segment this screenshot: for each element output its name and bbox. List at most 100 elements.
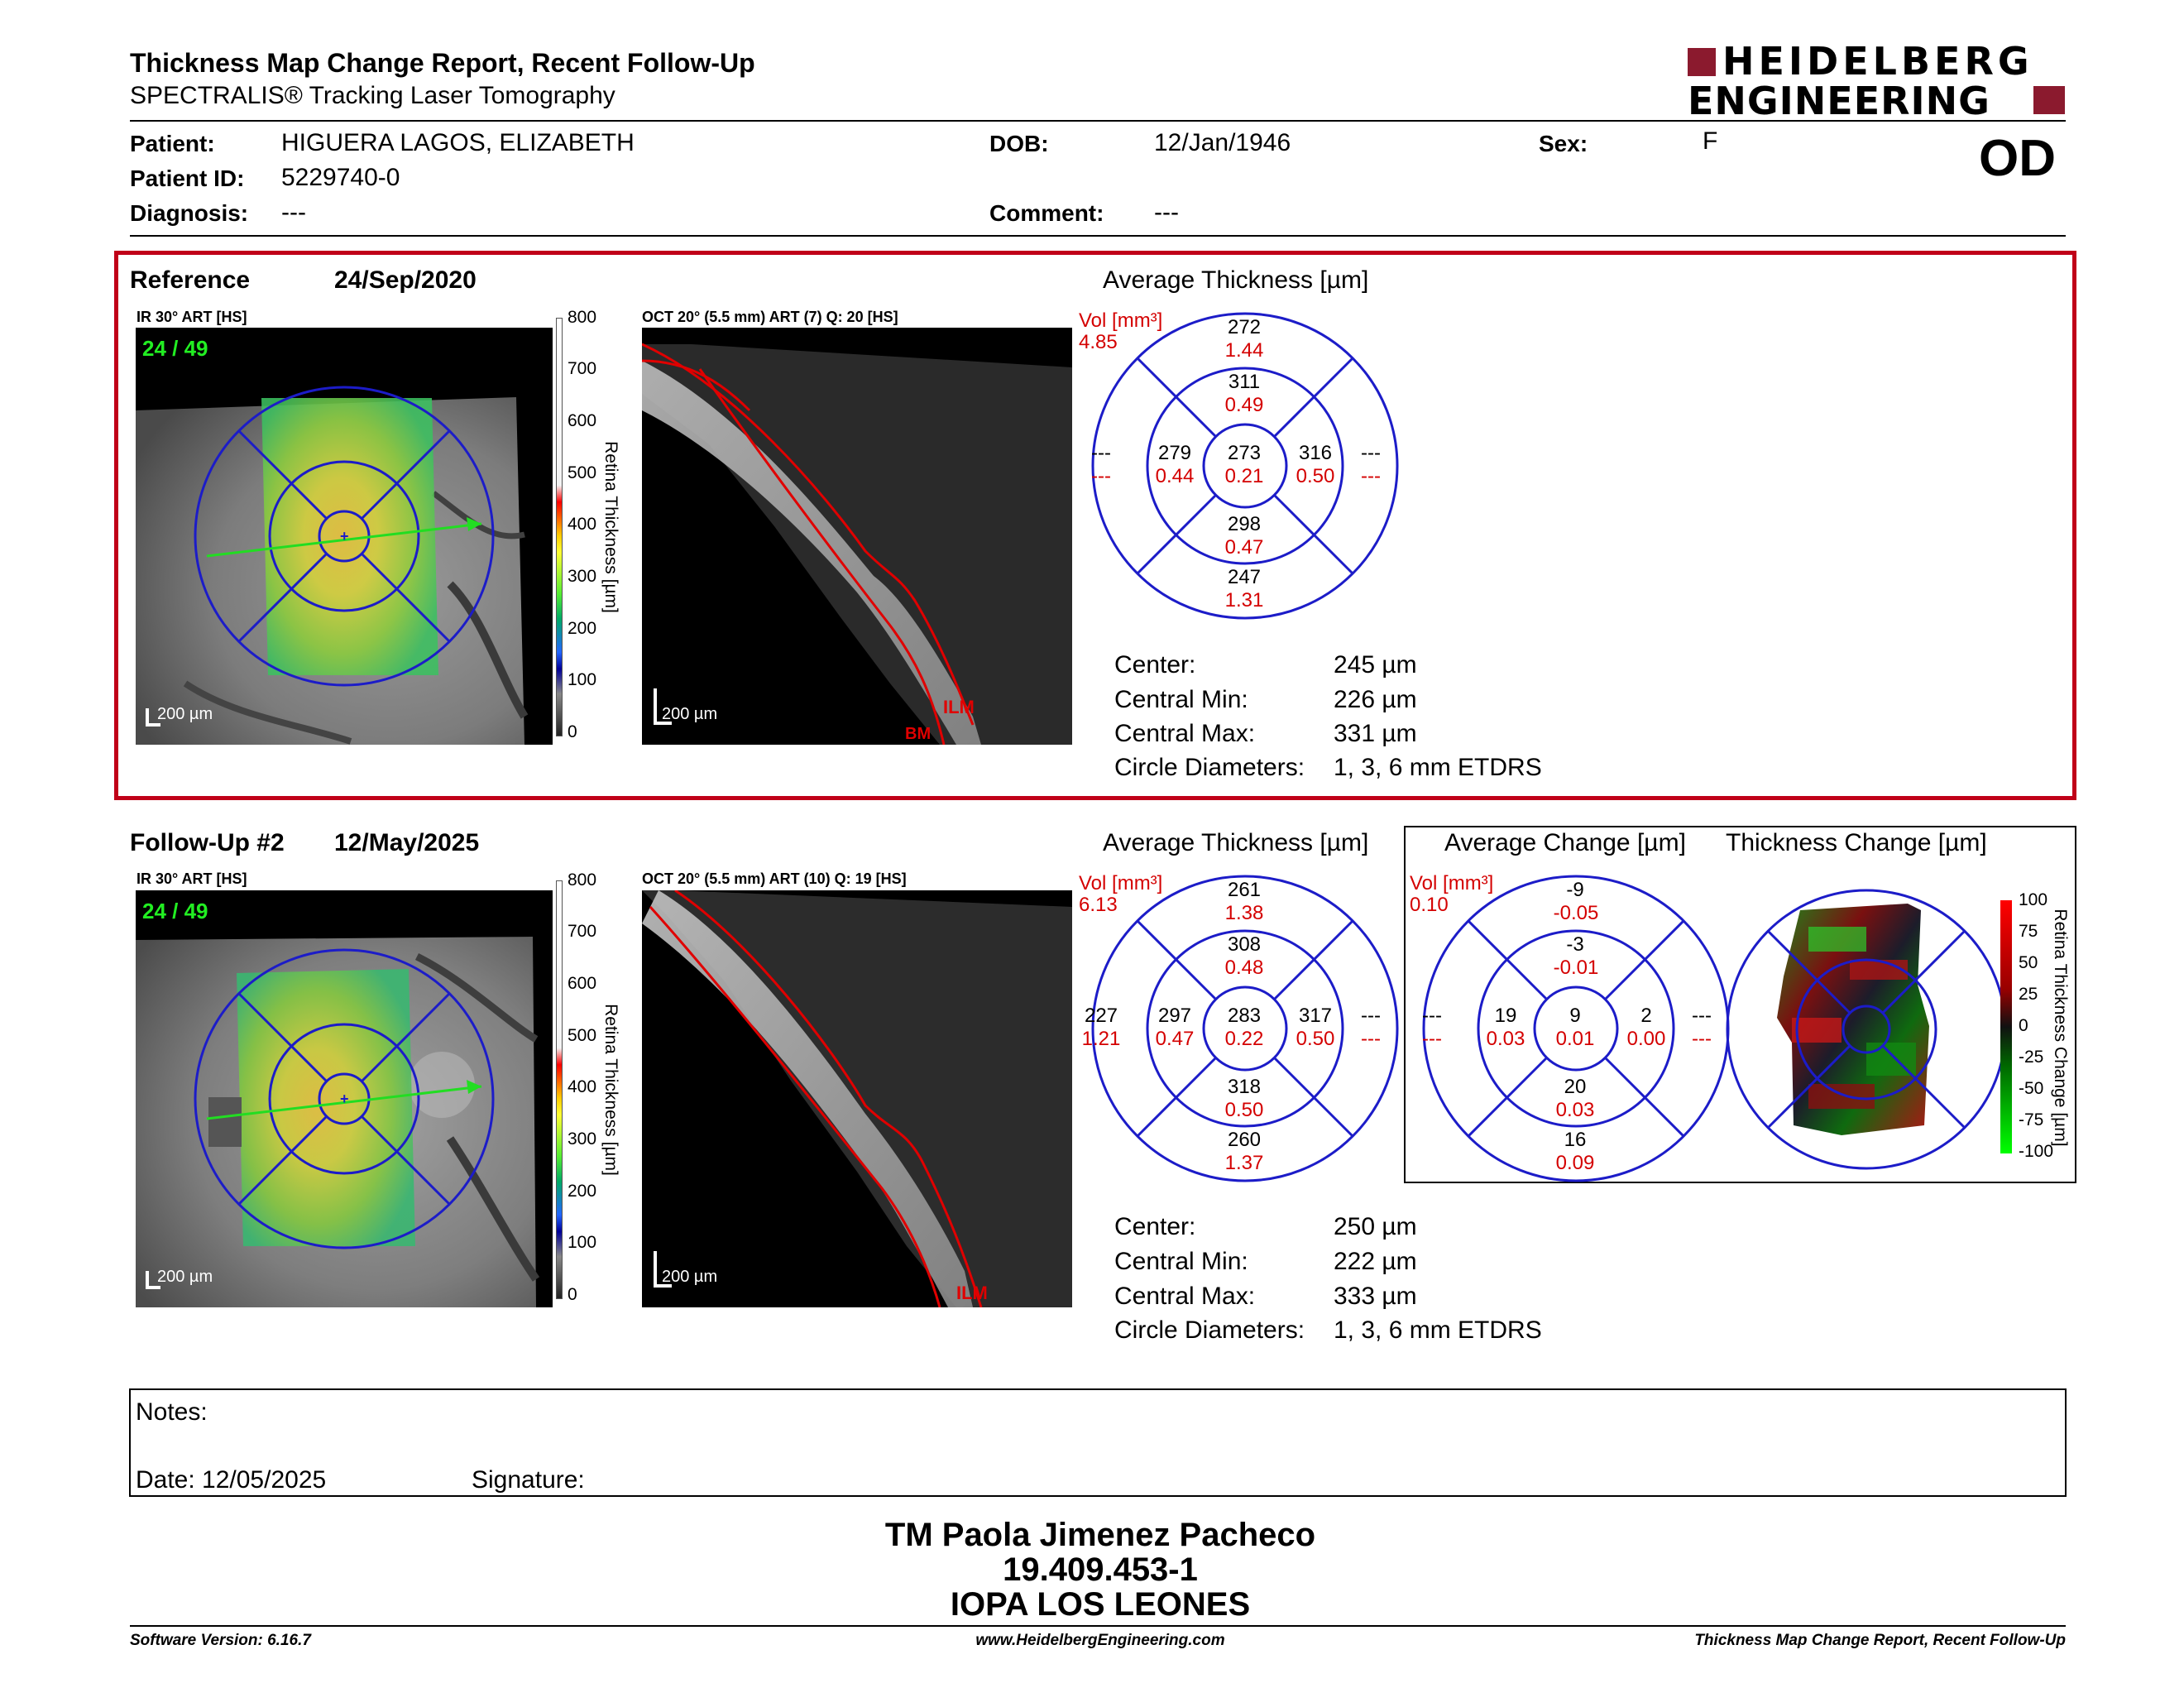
fu-thickness-color-scale <box>556 880 563 1299</box>
ref-center: 273 <box>1227 442 1262 464</box>
change-scale-tick: -50 <box>2019 1079 2044 1098</box>
logo-text-line1: HEIDELBERG <box>1722 39 2033 84</box>
footer-website-link[interactable]: www.HeidelbergEngineering.com <box>975 1632 1225 1649</box>
ref-thickness-color-scale <box>556 318 563 736</box>
fu-scale-title: Retina Thickness [µm] <box>601 1004 620 1176</box>
fu-outer-right-vol: --- <box>1361 1028 1381 1050</box>
change-scale-tick: 0 <box>2019 1016 2028 1035</box>
fu-inner-top-vol: 0.48 <box>1224 957 1264 979</box>
ref-outer-bottom: 247 <box>1227 566 1262 588</box>
svg-text:+: + <box>340 1091 349 1107</box>
notes-date: Date: 12/05/2025 <box>136 1466 327 1494</box>
thickness-change-title: Thickness Change [µm] <box>1726 829 1987 856</box>
change-panel-frame <box>1404 826 2076 1183</box>
fu-ir-scale-label: 200 µm <box>157 1268 213 1286</box>
change-outer-left-vol: --- <box>1422 1028 1442 1050</box>
ref-oct-bm-label: BM <box>905 725 932 743</box>
followup-date: 12/May/2025 <box>334 829 480 856</box>
change-outer-left: --- <box>1422 1005 1442 1027</box>
ref-ir-image: + 24 / 49 200 µm <box>136 328 553 745</box>
ref-min-value: 226 µm <box>1334 686 1417 713</box>
fu-max-value: 333 µm <box>1334 1283 1417 1310</box>
ref-outer-left: --- <box>1091 442 1111 464</box>
ref-outer-top-vol: 1.44 <box>1224 339 1264 362</box>
change-outer-right-vol: --- <box>1692 1028 1712 1050</box>
change-scale-tick: 75 <box>2019 922 2038 941</box>
sex-value: F <box>1703 127 1718 155</box>
change-etdrs-grid: Vol [mm³] 0.10 -9 -0.05 -3 -0.01 --- ---… <box>1410 869 1742 1183</box>
ref-vol-total: 4.85 <box>1079 331 1118 353</box>
fu-vol-total: 6.13 <box>1079 894 1118 916</box>
ref-inner-bottom-vol: 0.47 <box>1224 536 1264 559</box>
ref-vol-label: Vol [mm³] <box>1079 309 1163 332</box>
fu-scale-tick: 400 <box>568 1077 597 1096</box>
fu-outer-bottom: 260 <box>1227 1129 1262 1151</box>
patient-id: 5229740-0 <box>281 164 400 191</box>
change-inner-bottom: 20 <box>1564 1076 1587 1098</box>
dob-value: 12/Jan/1946 <box>1154 129 1291 156</box>
ref-diam-label: Circle Diameters: <box>1114 754 1305 781</box>
fu-scale-tick: 500 <box>568 1026 597 1045</box>
fu-center-value: 250 µm <box>1334 1213 1417 1240</box>
ref-etdrs-grid: Vol [mm³] 4.85 272 1.44 311 0.49 --- ---… <box>1079 306 1411 621</box>
fu-oct-scale-label: 200 µm <box>662 1268 718 1286</box>
reference-frame <box>114 251 2076 800</box>
change-outer-top-vol: -0.05 <box>1553 902 1599 924</box>
ref-scale-tick: 400 <box>568 515 597 534</box>
fu-min-value: 222 µm <box>1334 1248 1417 1275</box>
change-outer-bottom: 16 <box>1564 1129 1587 1151</box>
change-inner-left-vol: 0.03 <box>1486 1028 1525 1050</box>
notes-box[interactable] <box>129 1388 2067 1497</box>
ref-scale-ticks: 800 700 600 500 400 300 200 100 0 <box>568 308 617 746</box>
ref-outer-bottom-vol: 1.31 <box>1224 589 1264 611</box>
fu-inner-bottom-vol: 0.50 <box>1224 1099 1264 1121</box>
fu-scale-tick: 300 <box>568 1129 597 1149</box>
ref-oct-label: OCT 20° (5.5 mm) ART (7) Q: 20 [HS] <box>642 309 898 325</box>
fu-inner-left: 297 <box>1157 1005 1192 1027</box>
change-outer-top: -9 <box>1566 879 1584 901</box>
change-scale-title: Retina Thickness Change [µm] <box>2051 909 2070 1147</box>
thickness-change-map <box>1726 877 2007 1175</box>
ref-inner-top: 311 <box>1228 371 1261 393</box>
logo-square-top <box>1688 48 1716 76</box>
ref-ir-label: IR 30° ART [HS] <box>136 309 247 325</box>
ref-oct-ilm-label: ILM <box>943 697 975 717</box>
change-inner-left: 19 <box>1494 1005 1517 1027</box>
fu-oct-label: OCT 20° (5.5 mm) ART (10) Q: 19 [HS] <box>642 870 907 887</box>
change-scale-tick: -75 <box>2019 1110 2044 1129</box>
ref-scale-tick: 600 <box>568 411 597 430</box>
fu-outer-left: 227 <box>1084 1005 1118 1027</box>
logo-text-line2: ENGINEERING <box>1688 79 1990 123</box>
ref-oct-scale-label: 200 µm <box>662 705 718 723</box>
diagnosis-label: Diagnosis: <box>130 200 249 226</box>
fu-ir-counter: 24 / 49 <box>142 899 208 923</box>
ref-max-label: Central Max: <box>1114 720 1256 747</box>
comment-value: --- <box>1154 199 1179 226</box>
fu-center-label: Center: <box>1114 1213 1196 1240</box>
signer-id: 19.409.453-1 <box>1003 1551 1198 1588</box>
fu-scale-tick: 200 <box>568 1182 597 1201</box>
ref-ir-counter: 24 / 49 <box>142 336 208 361</box>
fu-outer-right: --- <box>1361 1005 1381 1027</box>
fu-outer-bottom-vol: 1.37 <box>1224 1152 1264 1174</box>
change-inner-right: 2 <box>1640 1005 1652 1027</box>
signature-label: Signature: <box>472 1466 585 1494</box>
ref-inner-left-vol: 0.44 <box>1155 465 1195 487</box>
fu-diam-label: Circle Diameters: <box>1114 1316 1305 1344</box>
fu-scale-ticks: 800 700 600 500 400 300 200 100 0 <box>568 870 617 1309</box>
fu-diam-value: 1, 3, 6 mm ETDRS <box>1334 1316 1542 1344</box>
fu-inner-right: 317 <box>1298 1005 1333 1027</box>
notes-label: Notes: <box>136 1398 208 1426</box>
heidelberg-logo: HEIDELBERG ENGINEERING <box>1688 41 2067 121</box>
change-inner-top-vol: -0.01 <box>1553 957 1599 979</box>
fu-inner-right-vol: 0.50 <box>1296 1028 1335 1050</box>
fu-scale-tick: 600 <box>568 974 597 993</box>
ref-scale-title: Retina Thickness [µm] <box>601 441 620 613</box>
fu-scale-tick: 100 <box>568 1233 597 1252</box>
fu-scale-tick: 800 <box>568 870 597 890</box>
fu-inner-bottom: 318 <box>1227 1076 1262 1098</box>
fu-ir-label: IR 30° ART [HS] <box>136 870 247 887</box>
change-scale-tick: -100 <box>2019 1142 2054 1161</box>
fu-inner-left-vol: 0.47 <box>1155 1028 1195 1050</box>
patient-name: HIGUERA LAGOS, ELIZABETH <box>281 129 635 156</box>
